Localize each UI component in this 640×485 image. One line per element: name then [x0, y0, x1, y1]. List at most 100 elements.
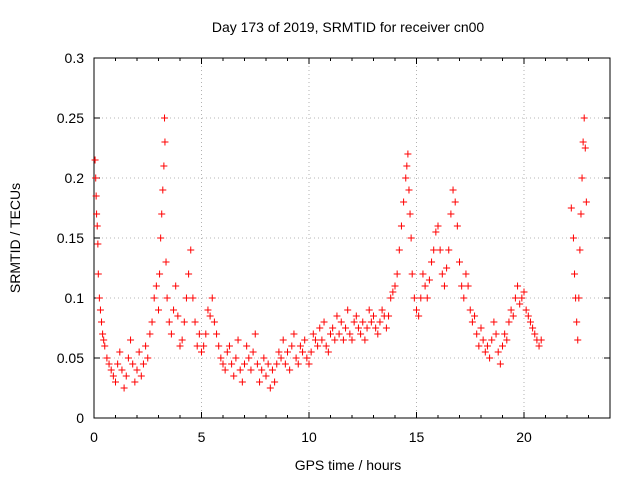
- data-point: [569, 234, 577, 242]
- data-point: [460, 294, 468, 302]
- data-point: [279, 336, 287, 344]
- data-point: [139, 360, 147, 368]
- data-point: [159, 186, 167, 194]
- data-point: [432, 228, 440, 236]
- data-point: [395, 246, 403, 254]
- y-tick-label: 0.3: [65, 50, 85, 66]
- data-point: [180, 318, 188, 326]
- data-point: [230, 372, 238, 380]
- data-point: [582, 198, 590, 206]
- data-point: [232, 354, 240, 362]
- x-axis: 0 5 10 15 20: [90, 58, 611, 445]
- data-point: [407, 234, 415, 242]
- data-point: [116, 348, 124, 356]
- data-point: [251, 330, 259, 338]
- data-point: [241, 360, 248, 368]
- data-point: [253, 360, 261, 368]
- data-point: [288, 342, 296, 350]
- data-point: [217, 354, 225, 362]
- data-point: [245, 354, 253, 362]
- data-point: [160, 162, 168, 170]
- data-point: [273, 360, 281, 368]
- data-point: [170, 306, 178, 314]
- data-point: [492, 330, 500, 338]
- data-point: [256, 378, 264, 386]
- data-point: [350, 318, 358, 326]
- data-point: [163, 294, 171, 302]
- data-point: [99, 330, 107, 338]
- data-point: [574, 336, 582, 344]
- data-point: [342, 324, 350, 332]
- data-point: [499, 342, 506, 350]
- data-point: [320, 318, 328, 326]
- data-point: [359, 318, 367, 326]
- data-point: [281, 360, 289, 368]
- data-point: [296, 342, 304, 350]
- data-point: [481, 348, 489, 356]
- data-point: [178, 336, 186, 344]
- data-point: [475, 342, 483, 350]
- data-point: [210, 318, 218, 326]
- data-point: [307, 348, 315, 356]
- data-point: [120, 384, 128, 392]
- data-point: [443, 264, 451, 272]
- data-point: [576, 246, 584, 254]
- data-point: [234, 336, 242, 344]
- data-point: [578, 174, 586, 182]
- data-point: [365, 306, 373, 314]
- data-point: [92, 174, 100, 182]
- data-point: [92, 192, 100, 200]
- data-point: [471, 312, 479, 320]
- data-point: [158, 210, 166, 218]
- data-point: [488, 336, 496, 344]
- data-point: [290, 330, 298, 338]
- data-point: [142, 342, 150, 350]
- data-point: [468, 318, 476, 326]
- data-point: [370, 312, 377, 320]
- data-point: [206, 312, 214, 320]
- data-point: [352, 312, 360, 320]
- x-tick-label: 0: [90, 429, 98, 445]
- data-point: [185, 270, 193, 278]
- data-point: [357, 330, 365, 338]
- data-point: [514, 282, 522, 290]
- data-point: [434, 222, 442, 230]
- data-point: [404, 150, 412, 158]
- data-point: [202, 330, 210, 338]
- data-point: [449, 186, 457, 194]
- data-point: [204, 306, 212, 314]
- data-point: [425, 276, 433, 284]
- data-point: [316, 324, 324, 332]
- data-point: [329, 324, 337, 332]
- data-point: [421, 282, 429, 290]
- data-point: [311, 336, 319, 344]
- data-point: [405, 186, 413, 194]
- data-point: [447, 210, 455, 218]
- data-point: [135, 348, 143, 356]
- data-point: [387, 294, 395, 302]
- data-point: [410, 294, 418, 302]
- data-point: [93, 210, 101, 218]
- data-point: [438, 270, 446, 278]
- data-point: [378, 306, 386, 314]
- data-point: [284, 348, 291, 356]
- data-point: [445, 246, 453, 254]
- data-point: [428, 258, 436, 266]
- data-point: [524, 312, 532, 320]
- data-point: [526, 318, 534, 326]
- data-point: [511, 294, 519, 302]
- data-point: [423, 294, 431, 302]
- data-point: [415, 312, 423, 320]
- data-point: [466, 306, 474, 314]
- data-point: [124, 354, 132, 362]
- data-point: [318, 336, 326, 344]
- data-point: [96, 306, 104, 314]
- y-tick-label: 0.25: [57, 110, 84, 126]
- data-point: [397, 222, 405, 230]
- data-point: [200, 342, 208, 350]
- data-point: [299, 348, 307, 356]
- data-point: [112, 378, 119, 386]
- data-point: [400, 198, 408, 206]
- data-point: [215, 342, 223, 350]
- data-point: [419, 270, 427, 278]
